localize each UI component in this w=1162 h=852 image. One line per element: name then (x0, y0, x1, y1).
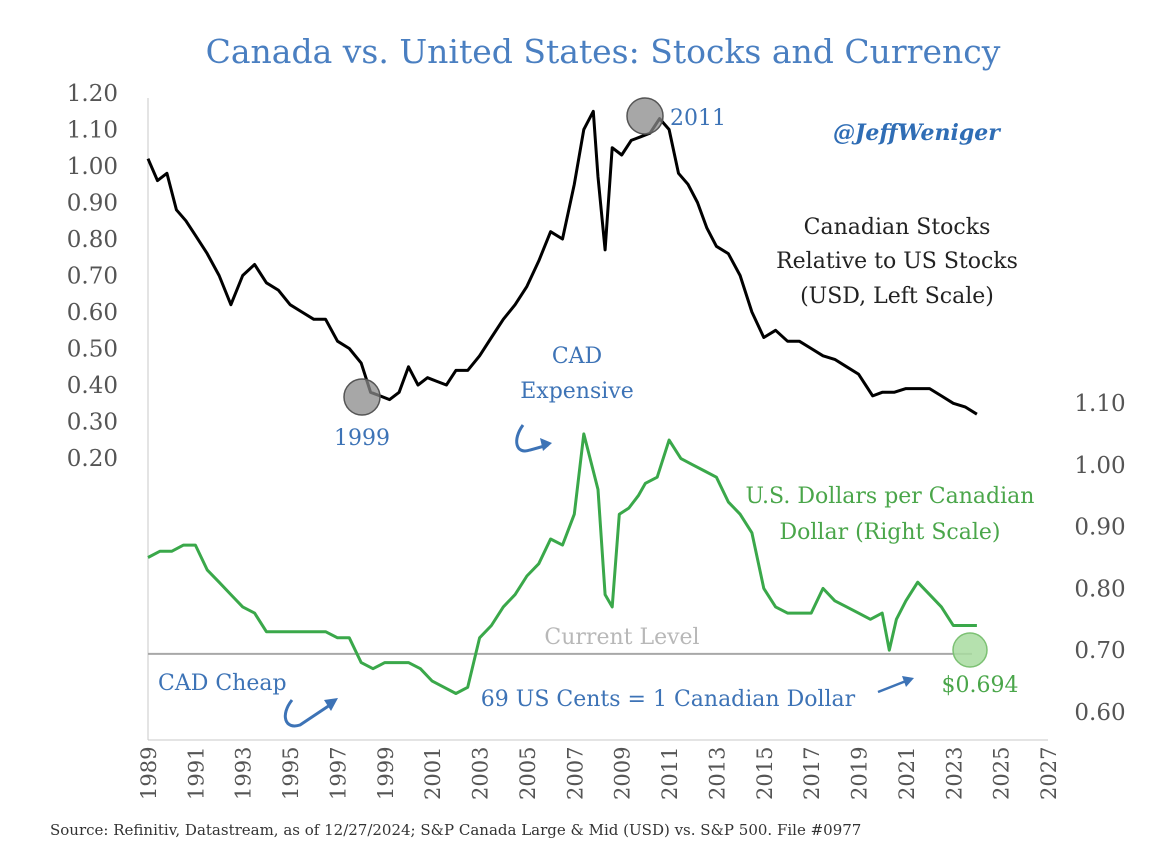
stocks-label-line-1: Canadian Stocks (804, 215, 991, 240)
annotation-2011: 2011 (670, 106, 726, 131)
stocks-label-line-3: (USD, Left Scale) (800, 284, 994, 309)
x-tick-label: 2003 (469, 747, 493, 800)
currency-label-line-2: Dollar (Right Scale) (780, 520, 1001, 545)
right-axis-ticks: 1.10 1.00 0.90 0.80 0.70 0.60 (1074, 391, 1125, 726)
left-tick-label: 0.80 (67, 227, 118, 253)
annotation-1999: 1999 (334, 426, 390, 451)
left-tick-label: 0.90 (67, 191, 118, 217)
left-tick-label: 0.60 (67, 300, 118, 326)
x-tick-label: 1991 (184, 747, 208, 800)
cad-cheap-arrow (283, 699, 331, 728)
x-tick-label: 2021 (895, 747, 919, 800)
left-tick-label: 1.00 (67, 154, 118, 180)
cents-note-arrowhead (902, 676, 914, 687)
left-tick-label: 1.10 (67, 118, 118, 144)
x-tick-label: 1989 (137, 747, 161, 800)
left-tick-label: 0.20 (67, 446, 118, 472)
cad-expensive-arrow (515, 424, 549, 453)
cents-note: 69 US Cents = 1 Canadian Dollar (481, 687, 856, 712)
stocks-label-line-2: Relative to US Stocks (776, 249, 1018, 274)
source-note: Source: Refinitiv, Datastream, as of 12/… (50, 821, 861, 839)
x-tick-label: 2001 (421, 747, 445, 800)
x-tick-label: 1999 (374, 747, 398, 800)
x-tick-label: 2007 (563, 747, 587, 800)
x-tick-label: 2023 (942, 747, 966, 800)
x-tick-label: 2015 (753, 747, 777, 800)
right-tick-label: 0.90 (1074, 515, 1125, 541)
left-tick-label: 0.70 (67, 264, 118, 290)
x-tick-label: 2017 (800, 747, 824, 800)
x-tick-label: 2013 (705, 747, 729, 800)
right-tick-label: 1.00 (1074, 453, 1125, 479)
current-value-label: $0.694 (942, 673, 1019, 698)
x-tick-label: 2019 (848, 747, 872, 800)
right-tick-label: 0.80 (1074, 576, 1125, 602)
author-handle: @JeffWeniger (833, 120, 1001, 146)
left-tick-label: 0.40 (67, 373, 118, 399)
peak-2011-marker (626, 97, 664, 135)
right-tick-label: 0.60 (1074, 700, 1125, 726)
trough-1999-marker (343, 378, 381, 416)
chart-title: Canada vs. United States: Stocks and Cur… (206, 32, 1001, 71)
x-axis-ticks: 1989 1991 1993 1995 1997 1999 2001 2003 2005 2007… (137, 747, 1061, 800)
left-axis-ticks: 1.20 1.10 1.00 0.90 0.80 0.70 0.60 0.50 0.40 0.30… (67, 81, 118, 472)
left-tick-label: 0.50 (67, 337, 118, 363)
x-tick-label: 2011 (658, 747, 682, 800)
cad-expensive-line-2: Expensive (520, 379, 634, 404)
currency-label-line-1: U.S. Dollars per Canadian (746, 484, 1035, 509)
left-tick-label: 1.20 (67, 81, 118, 107)
x-tick-label: 2027 (1037, 747, 1061, 800)
right-tick-label: 1.10 (1074, 391, 1125, 417)
left-tick-label: 0.30 (67, 410, 118, 436)
cad-cheap-arrowhead (324, 698, 338, 711)
x-tick-label: 2009 (611, 747, 635, 800)
current-value-marker (952, 632, 988, 668)
cad-expensive-line-1: CAD (552, 344, 602, 369)
x-tick-label: 2025 (990, 747, 1014, 800)
cents-note-arrow (877, 679, 907, 694)
series-line-stocks (146, 109, 978, 416)
x-tick-label: 1993 (232, 747, 256, 800)
current-level-label: Current Level (544, 625, 699, 650)
right-tick-label: 0.70 (1074, 638, 1125, 664)
x-tick-label: 1995 (279, 747, 303, 800)
series-line-currency (147, 432, 977, 695)
cad-cheap-label: CAD Cheap (158, 671, 287, 696)
x-tick-label: 1997 (326, 747, 350, 800)
cad-expensive-arrowhead (540, 438, 552, 451)
x-tick-label: 2005 (516, 747, 540, 800)
